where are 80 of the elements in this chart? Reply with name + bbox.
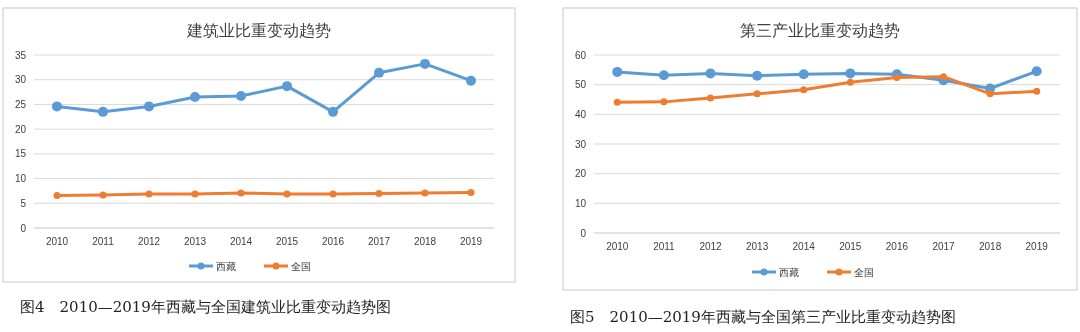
x-tick-label: 2010 bbox=[45, 236, 69, 247]
y-tick-label: 30 bbox=[14, 74, 27, 86]
point bbox=[145, 190, 153, 198]
y-tick-label: 0 bbox=[580, 227, 587, 239]
point bbox=[845, 68, 856, 79]
point bbox=[236, 91, 246, 102]
point bbox=[190, 92, 200, 103]
caption: 图4 2010—2019年西藏与全国建筑业比重变动趋势图 bbox=[20, 298, 391, 316]
point bbox=[375, 189, 383, 197]
point bbox=[612, 66, 623, 77]
point bbox=[1031, 66, 1042, 77]
point bbox=[53, 191, 61, 199]
point bbox=[329, 190, 337, 198]
point bbox=[52, 101, 62, 112]
point bbox=[466, 75, 476, 86]
x-tick-label: 2019 bbox=[459, 236, 483, 247]
x-tick-label: 2011 bbox=[653, 241, 676, 252]
x-tick-label: 2011 bbox=[92, 236, 115, 247]
point bbox=[613, 98, 621, 106]
point bbox=[846, 78, 854, 86]
point bbox=[374, 67, 384, 78]
x-tick-label: 2013 bbox=[745, 241, 769, 252]
y-tick-label: 0 bbox=[20, 222, 27, 234]
y-tick-label: 15 bbox=[14, 148, 27, 160]
x-tick-label: 2012 bbox=[699, 241, 723, 252]
point bbox=[705, 68, 716, 79]
x-tick-label: 2018 bbox=[978, 241, 1002, 252]
chart-title: 建筑业比重变动趋势 bbox=[186, 21, 331, 40]
point bbox=[752, 70, 763, 81]
point bbox=[893, 74, 901, 82]
x-tick-label: 2015 bbox=[839, 241, 862, 252]
x-tick-label: 2014 bbox=[792, 241, 816, 252]
y-tick-label: 40 bbox=[574, 108, 587, 120]
y-tick-label: 50 bbox=[574, 79, 587, 91]
point bbox=[237, 189, 245, 197]
point bbox=[98, 106, 108, 117]
x-tick-label: 2016 bbox=[321, 236, 345, 247]
point bbox=[99, 191, 107, 199]
caption: 图5 2010—2019年西藏与全国第三产业比重变动趋势图 bbox=[570, 308, 956, 326]
y-tick-label: 25 bbox=[14, 98, 27, 110]
point bbox=[800, 86, 808, 94]
point bbox=[144, 101, 154, 112]
y-tick-label: 5 bbox=[20, 197, 27, 209]
x-tick-label: 2013 bbox=[183, 236, 207, 247]
x-tick-label: 2019 bbox=[1025, 241, 1049, 252]
y-tick-label: 10 bbox=[574, 197, 587, 209]
point bbox=[986, 90, 994, 98]
y-tick-label: 60 bbox=[574, 49, 587, 61]
y-tick-label: 20 bbox=[574, 168, 587, 180]
point bbox=[283, 190, 291, 198]
point bbox=[798, 69, 809, 80]
point bbox=[191, 190, 199, 198]
y-tick-label: 20 bbox=[14, 123, 27, 135]
x-tick-label: 2016 bbox=[885, 241, 909, 252]
x-tick-label: 2018 bbox=[413, 236, 437, 247]
point bbox=[328, 106, 338, 117]
x-tick-label: 2017 bbox=[367, 236, 391, 247]
legend-label: 全国 bbox=[291, 260, 311, 272]
x-tick-label: 2015 bbox=[275, 236, 299, 247]
x-tick-label: 2017 bbox=[932, 241, 956, 252]
legend-label: 西藏 bbox=[779, 266, 799, 278]
point bbox=[753, 90, 761, 98]
y-tick-label: 10 bbox=[14, 173, 27, 185]
legend-label: 全国 bbox=[854, 266, 874, 278]
point bbox=[940, 73, 947, 81]
x-tick-label: 2010 bbox=[606, 241, 629, 252]
x-tick-label: 2014 bbox=[229, 236, 253, 247]
y-tick-label: 30 bbox=[574, 138, 587, 150]
point bbox=[282, 81, 292, 92]
point bbox=[658, 70, 669, 81]
point bbox=[707, 94, 714, 102]
point bbox=[660, 98, 668, 106]
legend-label: 西藏 bbox=[216, 260, 236, 272]
x-tick-label: 2012 bbox=[137, 236, 161, 247]
y-tick-label: 35 bbox=[14, 49, 27, 61]
point bbox=[420, 58, 430, 69]
point bbox=[467, 188, 475, 196]
chart-title: 第三产业比重变动趋势 bbox=[740, 21, 900, 40]
point bbox=[1033, 87, 1041, 95]
point bbox=[421, 189, 429, 197]
